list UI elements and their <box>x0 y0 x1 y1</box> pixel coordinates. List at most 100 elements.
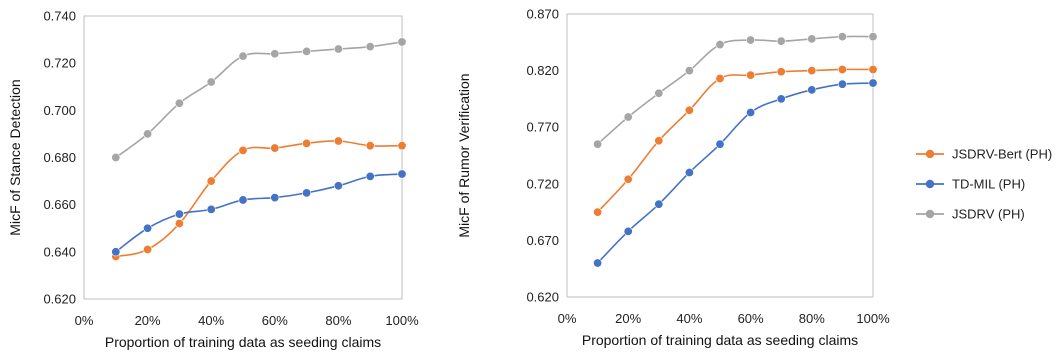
rumor-td-mil-point <box>746 107 756 117</box>
rumor-jsdrv-bert-point <box>654 136 664 146</box>
legend-jsdrv-bert-label: JSDRV-Bert (PH) <box>952 147 1052 162</box>
rumor-jsdrv-point <box>868 32 878 42</box>
stance-td-mil-point <box>397 169 407 179</box>
legend-td-mil-label: TD-MIL (PH) <box>952 177 1025 192</box>
stance-jsdrv-bert-point <box>397 141 407 151</box>
stance-td-mil-point <box>206 204 216 214</box>
legend-jsdrv-marker <box>925 209 935 219</box>
stance-plot-frame <box>83 15 403 300</box>
rumor-y-tick-label: 0.720 <box>526 176 559 191</box>
stance-x-tick-label: 0% <box>75 313 94 328</box>
rumor-jsdrv-bert-point <box>837 64 847 74</box>
stance-jsdrv-bert-point <box>365 141 375 151</box>
stance-jsdrv-point <box>206 77 216 87</box>
rumor-y-tick-label: 0.620 <box>526 290 559 305</box>
stance-jsdrv-point <box>238 51 248 61</box>
stance-jsdrv-point <box>143 129 153 139</box>
rumor-plot-frame <box>566 13 874 298</box>
stance-x-tick-label: 20% <box>135 313 161 328</box>
rumor-td-mil-point <box>776 94 786 104</box>
rumor-jsdrv-bert-point <box>868 64 878 74</box>
rumor-td-mil-point <box>868 78 878 88</box>
rumor-td-mil-point <box>807 85 817 95</box>
stance-jsdrv-bert-point <box>302 138 312 148</box>
stance-y-tick-label: 0.640 <box>43 244 76 259</box>
rumor-y-tick-label: 0.870 <box>526 7 559 22</box>
stance-td-mil-point <box>143 223 153 233</box>
stance-jsdrv-point <box>111 153 121 163</box>
stance-jsdrv-bert-line <box>115 140 403 258</box>
stance-jsdrv-bert-point <box>174 219 184 229</box>
stance-jsdrv-bert-point <box>143 244 153 254</box>
rumor-jsdrv-bert-point <box>746 70 756 80</box>
stance-jsdrv-bert-point <box>206 176 216 186</box>
stance-td-mil-point <box>333 181 343 191</box>
rumor-jsdrv-point <box>654 88 664 98</box>
legend-jsdrv-bert-marker <box>925 149 935 159</box>
rumor-x-tick-label: 20% <box>615 311 641 326</box>
rumor-td-mil-point <box>623 226 633 236</box>
rumor-x-tick-label: 100% <box>856 311 890 326</box>
stance-x-axis-title: Proportion of training data as seeding c… <box>105 334 381 350</box>
stance-y-tick-label: 0.620 <box>43 292 76 307</box>
rumor-td-mil-point <box>684 167 694 177</box>
rumor-y-tick-label: 0.670 <box>526 233 559 248</box>
rumor-td-mil-point <box>715 139 725 149</box>
rumor-jsdrv-bert-point <box>593 207 603 217</box>
rumor-x-tick-label: 40% <box>676 311 702 326</box>
rumor-jsdrv-point <box>623 112 633 122</box>
rumor-x-axis-title: Proportion of training data as seeding c… <box>582 332 858 348</box>
stance-y-axis-title: MicF of Stance Detection <box>7 79 23 235</box>
stance-jsdrv-bert-point <box>238 145 248 155</box>
rumor-jsdrv-bert-point <box>684 105 694 115</box>
stance-x-tick-label: 100% <box>385 313 419 328</box>
rumor-jsdrv-point <box>837 32 847 42</box>
rumor-y-tick-label: 0.770 <box>526 120 559 135</box>
rumor-jsdrv-line <box>597 35 874 145</box>
rumor-jsdrv-point <box>715 40 725 50</box>
rumor-jsdrv-bert-line <box>597 68 874 213</box>
stance-td-mil-point <box>111 247 121 257</box>
legend-td-mil-marker <box>925 179 935 189</box>
rumor-jsdrv-bert-point <box>715 74 725 84</box>
rumor-jsdrv-bert-point <box>807 66 817 76</box>
stance-jsdrv-bert-point <box>333 136 343 146</box>
rumor-jsdrv-bert-point <box>776 67 786 77</box>
stance-x-tick-label: 60% <box>262 313 288 328</box>
legend-jsdrv-label: JSDRV (PH) <box>952 207 1025 222</box>
stance-y-tick-label: 0.740 <box>43 9 76 24</box>
stance-jsdrv-line <box>115 41 403 159</box>
stance-jsdrv-point <box>333 44 343 54</box>
rumor-jsdrv-point <box>746 35 756 45</box>
rumor-x-tick-label: 60% <box>738 311 764 326</box>
rumor-x-tick-label: 0% <box>558 311 577 326</box>
stance-jsdrv-point <box>397 37 407 47</box>
rumor-jsdrv-bert-point <box>623 174 633 184</box>
rumor-y-axis-title: MicF of Rumor Verification <box>456 73 472 237</box>
rumor-jsdrv-point <box>593 139 603 149</box>
rumor-jsdrv-point <box>807 34 817 44</box>
rumor-td-mil-point <box>837 79 847 89</box>
stance-jsdrv-point <box>270 49 280 59</box>
rumor-x-tick-label: 80% <box>799 311 825 326</box>
stance-jsdrv-point <box>365 42 375 52</box>
stance-td-mil-point <box>270 193 280 203</box>
stance-x-tick-label: 80% <box>325 313 351 328</box>
stance-x-tick-label: 40% <box>198 313 224 328</box>
rumor-jsdrv-point <box>776 36 786 46</box>
stance-td-mil-line <box>115 173 403 253</box>
stance-jsdrv-point <box>302 46 312 56</box>
stance-jsdrv-bert-point <box>270 143 280 153</box>
stance-y-tick-label: 0.700 <box>43 103 76 118</box>
stance-td-mil-point <box>365 171 375 181</box>
stance-td-mil-point <box>174 209 184 219</box>
rumor-td-mil-line <box>597 82 874 264</box>
stance-td-mil-point <box>302 188 312 198</box>
stance-y-tick-label: 0.680 <box>43 150 76 165</box>
stance-jsdrv-point <box>174 98 184 108</box>
rumor-td-mil-point <box>593 258 603 268</box>
stance-td-mil-point <box>238 195 248 205</box>
stance-y-tick-label: 0.720 <box>43 56 76 71</box>
